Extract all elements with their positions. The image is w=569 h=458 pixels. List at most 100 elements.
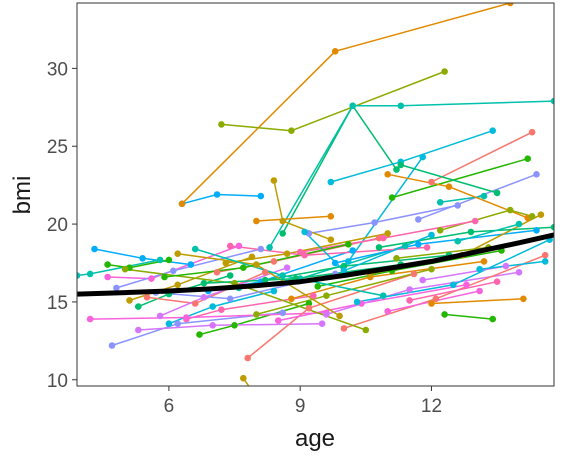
data-point <box>419 153 427 161</box>
data-point <box>428 300 435 307</box>
data-point <box>288 127 295 134</box>
data-point <box>445 183 453 190</box>
data-point <box>331 48 339 55</box>
data-point <box>253 311 260 318</box>
trend-line-layer <box>77 232 554 297</box>
data-point <box>174 250 181 257</box>
data-point <box>156 312 164 320</box>
data-point <box>393 254 400 262</box>
data-point <box>165 256 173 264</box>
data-point <box>397 161 405 169</box>
data-point <box>428 178 435 186</box>
data-point <box>454 237 462 245</box>
data-point <box>340 267 348 275</box>
data-point <box>467 228 475 236</box>
data-point <box>515 220 523 228</box>
data-point <box>139 254 146 262</box>
data-point <box>226 242 234 250</box>
data-point <box>520 295 527 303</box>
data-point <box>450 281 457 289</box>
data-point <box>331 259 339 267</box>
data-point <box>541 258 549 265</box>
data-point <box>86 315 94 323</box>
data-point <box>218 306 225 314</box>
data-point <box>301 251 308 259</box>
data-point <box>384 308 392 315</box>
data-point <box>240 374 247 382</box>
data-point <box>113 284 120 292</box>
x-axis-title: age <box>295 425 335 452</box>
data-point <box>126 297 133 304</box>
data-point <box>393 166 400 173</box>
data-point <box>471 217 479 225</box>
data-point <box>305 300 313 307</box>
data-point <box>454 202 462 209</box>
data-point <box>480 258 488 265</box>
data-point <box>524 155 531 162</box>
series-line-54 <box>444 313 493 320</box>
data-point <box>410 270 418 278</box>
data-point <box>108 342 116 349</box>
series-line-9 <box>391 157 528 199</box>
data-point <box>187 261 195 268</box>
data-point <box>200 279 208 287</box>
x-tick-label: 6 <box>164 396 175 417</box>
data-point <box>135 326 142 334</box>
data-point <box>506 206 514 214</box>
data-point <box>541 251 549 259</box>
data-point <box>428 265 435 273</box>
data-point <box>423 244 431 251</box>
data-point <box>432 295 440 303</box>
data-point <box>415 216 422 223</box>
data-point <box>318 320 326 328</box>
data-point <box>502 262 510 270</box>
data-point <box>493 278 501 286</box>
data-point <box>283 264 291 272</box>
series-line-7 <box>347 156 424 262</box>
plot-panel-border <box>76 2 555 387</box>
data-point <box>253 217 260 225</box>
data-point <box>279 309 287 317</box>
trend-line <box>77 232 554 297</box>
data-point <box>550 97 554 105</box>
data-point <box>288 295 295 303</box>
data-point <box>314 283 322 290</box>
data-point <box>279 217 287 225</box>
data-point <box>253 261 260 268</box>
data-point <box>463 281 470 289</box>
x-tick-label: 9 <box>295 396 306 417</box>
data-point <box>384 171 392 178</box>
data-point <box>436 199 444 206</box>
data-point <box>279 272 287 279</box>
data-point <box>240 264 247 272</box>
y-axis-title: bmi <box>9 176 36 215</box>
data-point <box>161 273 168 281</box>
data-point <box>191 245 199 253</box>
data-point <box>156 256 164 264</box>
series-line-50 <box>396 246 489 260</box>
data-point <box>244 354 251 362</box>
data-point <box>340 262 348 270</box>
data-point <box>200 294 208 301</box>
data-point <box>275 317 282 324</box>
data-point <box>143 294 151 301</box>
data-point <box>270 177 278 184</box>
y-tick-label: 25 <box>47 137 68 158</box>
data-point <box>174 281 181 289</box>
data-point <box>305 304 313 312</box>
data-point <box>270 258 278 265</box>
data-point <box>323 292 330 300</box>
series-line-55 <box>457 223 520 242</box>
data-point <box>310 292 317 300</box>
data-point <box>283 250 291 257</box>
data-point <box>476 265 483 273</box>
data-point <box>209 322 216 329</box>
data-point <box>345 241 352 248</box>
data-point <box>528 213 536 220</box>
series-line-14 <box>400 164 498 194</box>
data-point <box>170 267 177 275</box>
data-point <box>380 292 387 300</box>
data-point <box>353 298 361 306</box>
data-point <box>327 213 335 220</box>
